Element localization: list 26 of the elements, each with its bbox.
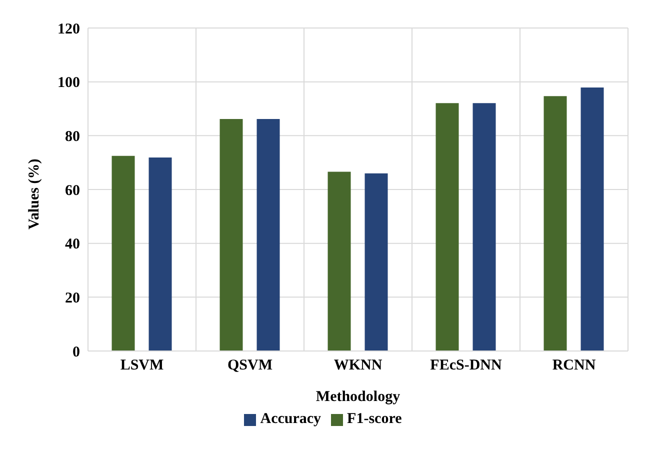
bar: [148, 157, 172, 351]
y-tick-label: 20: [65, 290, 80, 306]
bar: [472, 103, 496, 351]
x-tick-label: RCNN: [552, 358, 596, 374]
y-tick-label: 40: [65, 236, 80, 253]
y-axis-title: Values (%): [26, 158, 42, 230]
bar: [544, 96, 567, 351]
y-tick-label: 60: [65, 182, 80, 199]
bar: [112, 156, 135, 351]
legend-label: Accuracy: [260, 411, 322, 427]
y-tick-label: 120: [58, 21, 80, 38]
x-tick-label: LSVM: [120, 358, 164, 374]
legend-label: F1-score: [347, 411, 402, 427]
x-tick-label: WKNN: [334, 358, 382, 374]
bar: [220, 118, 243, 351]
bar: [580, 87, 604, 351]
x-tick-label: FEcS-DNN: [430, 358, 502, 374]
bar: [328, 172, 351, 351]
y-tick-label: 0: [72, 344, 80, 360]
x-tick-label: QSVM: [228, 358, 272, 374]
y-tick-label: 80: [65, 128, 80, 145]
x-axis-title: Methodology: [316, 389, 401, 405]
y-tick-label: 100: [58, 75, 80, 92]
bar: [436, 103, 459, 351]
bar: [364, 173, 388, 351]
bar: [256, 118, 280, 351]
